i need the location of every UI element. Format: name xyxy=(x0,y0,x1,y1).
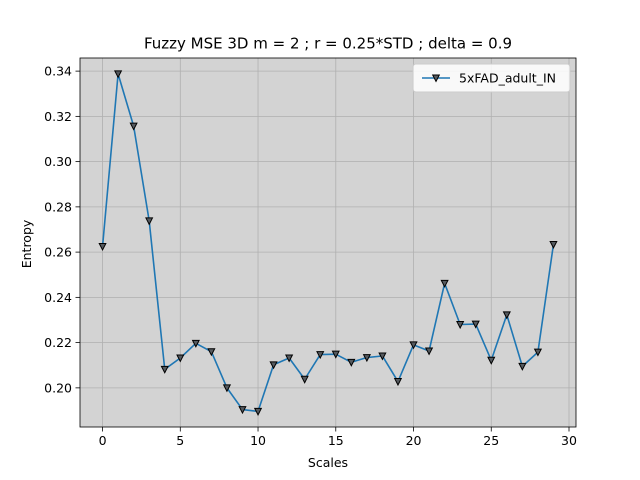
x-axis-label: Scales xyxy=(308,455,348,470)
data-point xyxy=(487,356,496,365)
data-point xyxy=(331,350,340,359)
y-tick-label: 0.20 xyxy=(44,380,72,395)
y-tick-label: 0.26 xyxy=(44,245,72,260)
series-line xyxy=(101,73,555,413)
series-layer xyxy=(98,70,558,416)
data-point xyxy=(378,352,387,361)
plot-area xyxy=(80,58,576,427)
x-tick-label: 15 xyxy=(328,433,344,448)
data-point xyxy=(440,279,449,288)
data-point xyxy=(471,320,480,329)
data-point xyxy=(160,365,169,374)
grid-lines xyxy=(80,58,576,427)
y-tick-label: 0.22 xyxy=(44,335,72,350)
chart-title: Fuzzy MSE 3D m = 2 ; r = 0.25*STD ; delt… xyxy=(144,35,512,53)
legend-entry-label: 5xFAD_adult_IN xyxy=(459,71,556,86)
data-point xyxy=(98,242,107,252)
data-point xyxy=(456,321,465,330)
data-point xyxy=(191,339,200,348)
x-tick-label: 0 xyxy=(99,433,107,448)
plot-frame xyxy=(79,57,577,428)
data-point xyxy=(347,358,356,367)
data-point xyxy=(207,348,216,357)
legend: 5xFAD_adult_IN xyxy=(412,63,571,93)
x-axis-ticks: 0 5 10 15 20 25 30 xyxy=(99,427,577,448)
data-point xyxy=(145,217,154,226)
data-point xyxy=(316,351,325,360)
x-tick-label: 10 xyxy=(250,433,266,448)
x-tick-label: 20 xyxy=(406,433,422,448)
x-tick-label: 30 xyxy=(561,433,577,448)
data-point xyxy=(502,311,511,320)
data-point xyxy=(113,70,123,79)
x-tick-label: 25 xyxy=(483,433,499,448)
data-point xyxy=(362,354,371,363)
y-tick-label: 0.24 xyxy=(44,290,72,305)
data-point xyxy=(129,122,138,131)
data-point xyxy=(176,354,185,363)
y-tick-label: 0.28 xyxy=(44,199,72,214)
data-point xyxy=(424,347,434,356)
data-point xyxy=(518,362,527,371)
data-point xyxy=(549,240,558,249)
y-axis-label: Entropy xyxy=(19,219,34,268)
data-point xyxy=(269,361,278,370)
y-tick-label: 0.34 xyxy=(44,64,72,79)
data-point xyxy=(393,378,403,387)
data-point xyxy=(238,406,247,415)
data-point xyxy=(409,341,418,350)
data-point xyxy=(222,384,232,393)
data-point xyxy=(533,348,543,357)
x-tick-label: 5 xyxy=(176,433,184,448)
legend-box xyxy=(412,63,571,93)
legend-marker-triangle-down xyxy=(431,74,441,83)
data-point xyxy=(285,354,294,363)
data-point xyxy=(253,407,263,416)
y-tick-label: 0.32 xyxy=(44,109,72,124)
data-point xyxy=(300,375,309,384)
y-axis-ticks: 0.20 0.22 0.24 0.26 0.28 0.30 0.32 0.34 xyxy=(44,64,80,395)
y-tick-label: 0.30 xyxy=(44,154,72,169)
